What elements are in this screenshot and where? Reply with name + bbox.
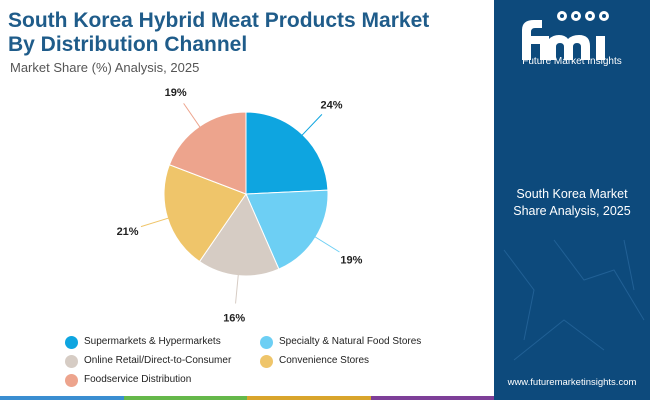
legend-swatch-2	[260, 335, 273, 349]
legend-item-1: Supermarkets & Hypermarkets	[65, 335, 221, 350]
data-label-5: 19%	[165, 87, 187, 99]
chart-panel: South Korea Hybrid Meat Products Market …	[0, 9, 494, 400]
leader-line-3	[235, 263, 240, 304]
bottom-bar-segment-1	[0, 396, 124, 400]
sidebar-label-line-2: Share Analysis, 2025	[513, 204, 631, 218]
bottom-bar-segment-3	[247, 396, 371, 400]
leader-line-2	[304, 230, 340, 253]
decorative-lines	[503, 239, 645, 361]
logo-caption: Future Market Insights	[522, 56, 622, 67]
sidebar-panel: Future Market Insights South Korea Marke…	[494, 0, 650, 400]
legend-swatch-3	[65, 354, 78, 368]
legend-swatch-5	[65, 373, 78, 387]
sidebar-label: South Korea Market Share Analysis, 2025	[494, 186, 650, 220]
data-label-1: 24%	[321, 99, 343, 111]
chart-title-line-1: South Korea Hybrid Meat Products Market	[8, 9, 430, 32]
legend-item-2: Specialty & Natural Food Stores	[260, 335, 421, 350]
bottom-color-bar	[0, 396, 494, 400]
legend-label-3: Online Retail/Direct-to-Consumer	[84, 355, 232, 366]
leader-line-5	[183, 103, 207, 137]
chart-title: South Korea Hybrid Meat Products Market …	[8, 9, 488, 57]
leader-line-4	[140, 214, 180, 228]
bottom-bar-segment-4	[370, 396, 494, 400]
data-label-3: 16%	[223, 312, 245, 324]
legend-label-2: Specialty & Natural Food Stores	[279, 336, 422, 347]
legend-label-1: Supermarkets & Hypermarkets	[84, 336, 221, 347]
legend-item-3: Online Retail/Direct-to-Consumer	[65, 354, 231, 369]
legend-swatch-1	[65, 335, 78, 349]
data-label-4: 21%	[117, 226, 139, 238]
legend-swatch-4	[260, 354, 273, 368]
legend-item-5: Foodservice Distribution	[65, 373, 191, 388]
pie-slice-1	[245, 111, 329, 195]
legend-item-4: Convenience Stores	[260, 354, 369, 369]
website-link[interactable]: www.futuremarketinsights.com	[507, 377, 637, 388]
legend-label-5: Foodservice Distribution	[84, 374, 192, 385]
fmi-logo	[522, 11, 609, 60]
legend-label-4: Convenience Stores	[279, 355, 370, 366]
pie-chart: 24% 19% 16% 21% 19%	[117, 87, 363, 325]
sidebar-label-line-1: South Korea Market	[516, 187, 628, 201]
bottom-bar-segment-2	[123, 396, 247, 400]
chart-subtitle: Market Share (%) Analysis, 2025	[10, 60, 200, 75]
data-label-2: 19%	[340, 254, 362, 266]
leader-line-1	[293, 114, 323, 144]
chart-title-line-2: By Distribution Channel	[8, 33, 248, 56]
